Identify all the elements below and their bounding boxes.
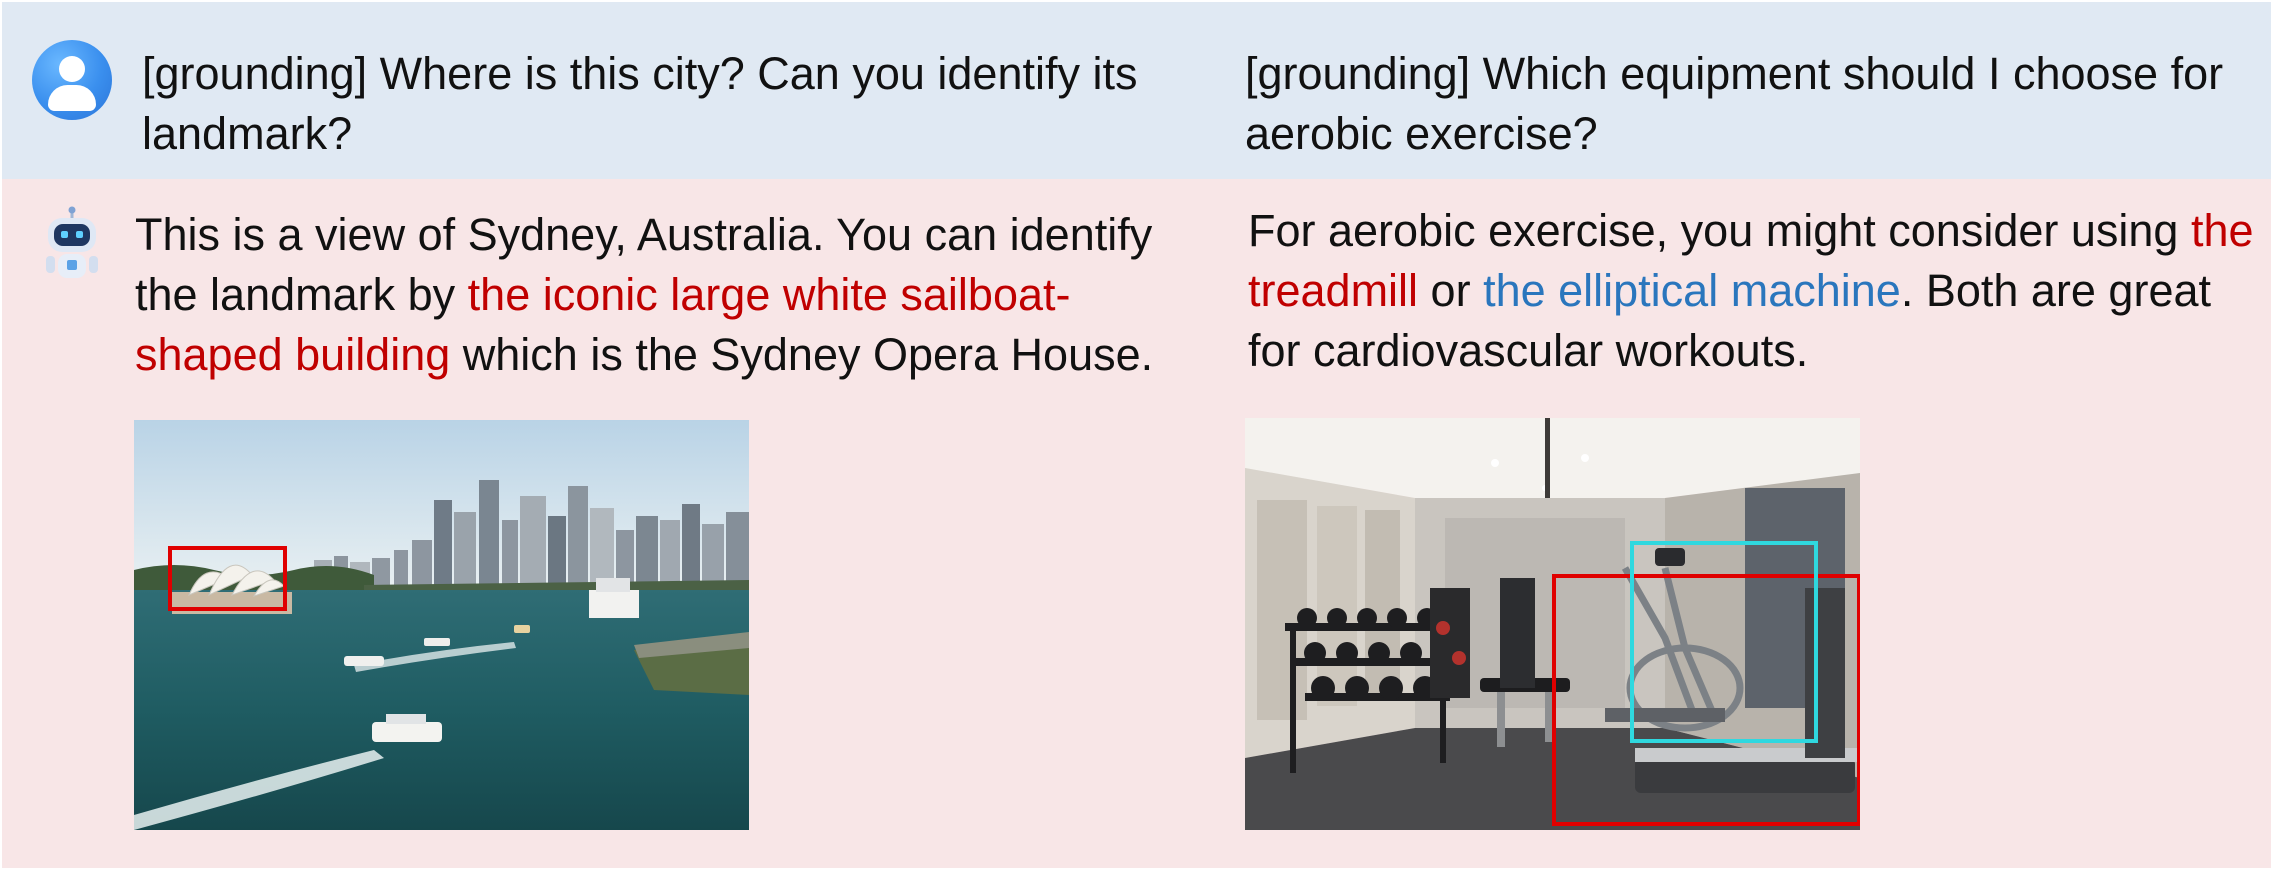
left-question-text: [grounding] Where is this city? Can you … <box>142 48 1138 159</box>
right-answer-text: For aerobic exercise, you might consider… <box>1248 201 2258 381</box>
left-answer-plain-2: which is the Sydney Opera House. <box>450 329 1154 380</box>
robot-avatar-icon <box>36 206 108 284</box>
user-avatar-icon <box>32 40 112 120</box>
left-answer-text: This is a view of Sydney, Australia. You… <box>135 205 1190 385</box>
right-answer-highlight-red: the treadmill <box>1248 205 2254 316</box>
sydney-harbour-photo <box>134 420 749 830</box>
right-answer-plain-2: or <box>1418 265 1484 316</box>
treadmill-bounding-box <box>1552 574 1860 826</box>
right-question-text: [grounding] Which equipment should I cho… <box>1245 48 2224 159</box>
right-answer-plain-3: . Both are great for cardiovascular work… <box>1248 265 2212 376</box>
user-message-row <box>2 2 2271 179</box>
right-answer-plain-1: For aerobic exercise, you might consider… <box>1248 205 2191 256</box>
gym-photo <box>1245 418 1860 830</box>
left-answer-plain-1: This is a view of Sydney, Australia. You… <box>135 209 1153 320</box>
opera-house-bounding-box <box>168 546 287 611</box>
left-answer-highlight-red: the iconic large white sailboat-shaped b… <box>135 269 1071 380</box>
right-answer-highlight-blue: the elliptical machine <box>1483 265 1901 316</box>
elliptical-machine-bounding-box <box>1630 541 1818 743</box>
